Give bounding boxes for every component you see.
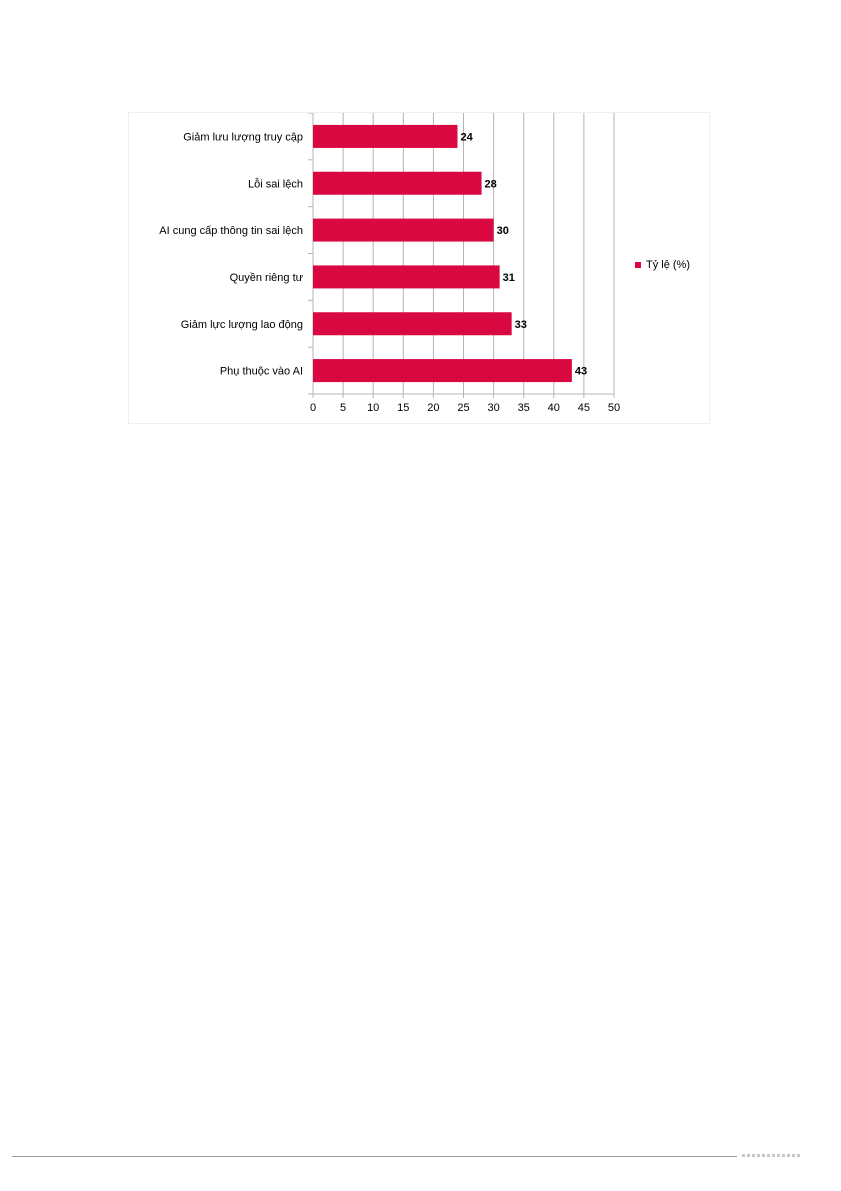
data-label: 28 xyxy=(485,178,497,190)
legend-swatch xyxy=(635,262,641,268)
x-tick-label: 30 xyxy=(487,402,499,414)
x-tick-label: 35 xyxy=(518,402,530,414)
legend-label: Tỷ lệ (%) xyxy=(646,259,690,271)
chart-frame: 24 Giảm lưu lượng truy cập 28 Lỗi sai lệch 3… xyxy=(128,112,710,424)
x-tick-label: 50 xyxy=(608,402,620,414)
data-label: 30 xyxy=(497,225,509,237)
bar xyxy=(313,218,494,242)
bar xyxy=(313,124,458,148)
x-tick-label: 25 xyxy=(457,402,469,414)
x-tick-label: 20 xyxy=(427,402,439,414)
x-tick-label: 5 xyxy=(340,402,346,414)
x-tick-label: 15 xyxy=(397,402,409,414)
x-tick-label: 45 xyxy=(578,402,590,414)
x-tick-label: 0 xyxy=(310,402,316,414)
bar xyxy=(313,171,482,195)
data-label: 31 xyxy=(503,272,515,284)
data-label: 43 xyxy=(575,366,587,378)
bar xyxy=(313,265,500,289)
category-label: Giảm lực lượng lao động xyxy=(181,319,303,331)
bar xyxy=(313,359,572,383)
bar-chart: 24 Giảm lưu lượng truy cập 28 Lỗi sai lệch 3… xyxy=(159,113,690,414)
bar xyxy=(313,312,512,336)
x-tick-label: 40 xyxy=(548,402,560,414)
category-label: Lỗi sai lệch xyxy=(248,177,303,190)
data-label: 24 xyxy=(460,131,473,143)
category-label: Quyền riêng tư xyxy=(230,272,304,284)
x-tick-label: 10 xyxy=(367,402,379,414)
category-label: Giảm lưu lượng truy cập xyxy=(183,131,303,143)
footer-mark xyxy=(742,1154,802,1157)
data-label: 33 xyxy=(515,319,527,331)
footer-rule xyxy=(12,1156,737,1157)
category-label: AI cung cấp thông tin sai lệch xyxy=(159,225,303,237)
category-label: Phụ thuộc vào AI xyxy=(220,366,303,378)
